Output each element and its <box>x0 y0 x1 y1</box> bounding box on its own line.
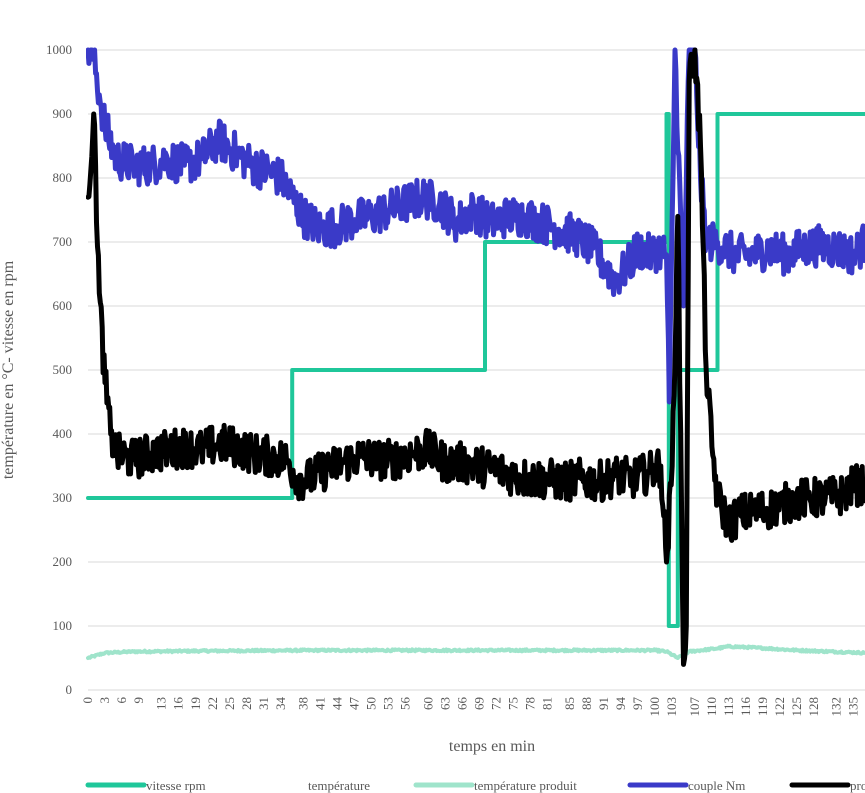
x-tick-label: 53 <box>381 697 396 710</box>
y-tick-label: 100 <box>53 618 73 633</box>
x-tick-label: 0 <box>80 697 95 704</box>
x-tick-label: 69 <box>471 697 486 710</box>
legend-label: température <box>308 778 370 793</box>
x-tick-label: 22 <box>205 697 220 710</box>
x-tick-label: 91 <box>596 697 611 710</box>
x-tick-label: 60 <box>420 697 435 710</box>
x-tick-label: 135 <box>846 697 861 717</box>
x-tick-label: 81 <box>539 697 554 710</box>
x-tick-label: 38 <box>296 697 311 710</box>
x-tick-label: 107 <box>687 697 702 717</box>
x-tick-label: 78 <box>522 697 537 710</box>
series-line-couple-Nm <box>86 47 865 405</box>
y-tick-label: 0 <box>66 682 73 697</box>
x-tick-label: 132 <box>829 697 844 717</box>
legend-label: vitesse rpm <box>146 778 206 793</box>
x-tick-label: 94 <box>613 697 628 711</box>
y-tick-label: 300 <box>53 490 73 505</box>
series-line-vitesse-rpm <box>86 112 865 628</box>
legend-label: couple Nm <box>688 778 745 793</box>
x-tick-label: 66 <box>454 697 469 711</box>
x-tick-label: 72 <box>488 697 503 710</box>
series-line-température-produit <box>86 643 865 660</box>
legend-label: pro <box>850 778 865 793</box>
x-tick-label: 116 <box>738 697 753 717</box>
y-tick-label: 400 <box>53 426 73 441</box>
y-tick-label: 200 <box>53 554 73 569</box>
x-tick-label: 28 <box>239 697 254 710</box>
x-tick-label: 119 <box>755 697 770 716</box>
x-tick-label: 113 <box>721 697 736 716</box>
y-tick-label: 600 <box>53 298 73 313</box>
x-tick-label: 6 <box>114 697 129 704</box>
x-tick-label: 97 <box>630 697 645 711</box>
x-tick-label: 13 <box>154 697 169 710</box>
x-tick-label: 47 <box>347 697 362 711</box>
x-tick-label: 25 <box>222 697 237 710</box>
x-tick-label: 75 <box>505 697 520 710</box>
y-tick-label: 900 <box>53 106 73 121</box>
x-tick-labels: 0 3 6 9 13 16 19 22 25 28 31 34 38 41 44 47 50 53 56 60 63 66… <box>80 697 861 717</box>
x-tick-label: 125 <box>789 697 804 717</box>
x-tick-label: 41 <box>313 697 328 710</box>
x-tick-label: 128 <box>806 697 821 717</box>
legend-label: température produit <box>474 778 577 793</box>
x-tick-label: 103 <box>664 697 679 717</box>
series-group <box>86 47 865 667</box>
x-tick-label: 50 <box>364 697 379 710</box>
x-tick-label: 100 <box>647 697 662 717</box>
x-tick-label: 16 <box>171 697 186 711</box>
x-tick-label: 56 <box>398 697 413 711</box>
x-axis-title: temps en min <box>449 738 535 755</box>
y-tick-label: 1000 <box>46 42 72 57</box>
legend: vitesse rpm température température produi… <box>85 778 865 793</box>
x-tick-label: 110 <box>704 697 719 716</box>
x-tick-label: 88 <box>579 697 594 710</box>
y-tick-label: 700 <box>53 234 73 249</box>
x-tick-label: 34 <box>273 697 288 711</box>
y-tick-labels: 0 100 200 300 400 500 600 700 800 900 1000 <box>46 42 72 697</box>
x-tick-label: 122 <box>772 697 787 717</box>
x-tick-label: 63 <box>437 697 452 710</box>
x-tick-label: 44 <box>330 697 345 711</box>
y-tick-label: 800 <box>53 170 73 185</box>
y-axis-title: température en °C- vitesse en rpm <box>0 260 17 479</box>
x-tick-label: 9 <box>131 697 146 704</box>
x-tick-label: 85 <box>562 697 577 710</box>
x-tick-label: 19 <box>188 697 203 710</box>
y-tick-label: 500 <box>53 362 73 377</box>
x-tick-label: 3 <box>97 697 112 704</box>
x-tick-label: 31 <box>256 697 271 710</box>
series-line-pro <box>86 47 865 667</box>
